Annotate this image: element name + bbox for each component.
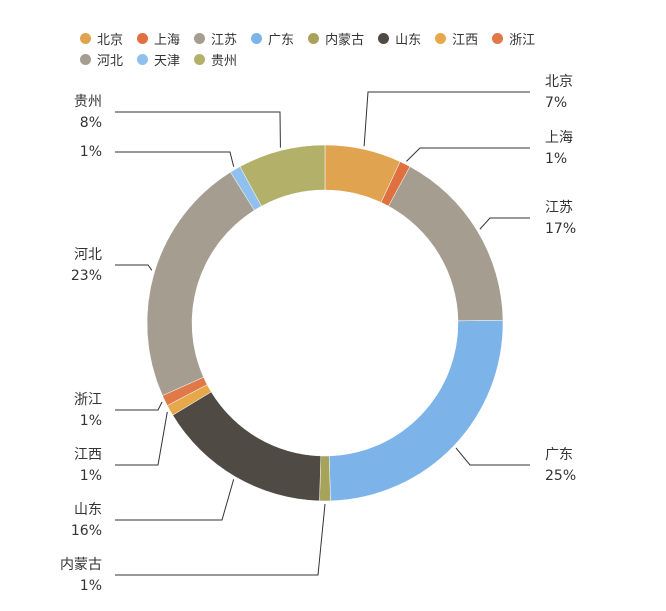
legend-item: 贵州 [194, 51, 238, 69]
legend-label: 山东 [395, 32, 422, 48]
legend-swatch [378, 32, 390, 44]
legend-item: 山东 [378, 30, 422, 48]
legend-item: 上海 [137, 30, 181, 48]
leader-line [115, 401, 163, 411]
donut-segment [239, 144, 326, 207]
legend-label: 北京 [97, 32, 124, 48]
legend-swatch [80, 32, 91, 44]
legend-label: 江苏 [211, 32, 238, 48]
value-label: 23% [71, 268, 102, 284]
value-label: 1% [545, 151, 567, 167]
leader-line [406, 147, 530, 162]
leader-line [363, 91, 530, 147]
legend-label: 江西 [452, 32, 479, 48]
value-label: 17% [545, 221, 576, 237]
legend-item: 浙江 [492, 30, 536, 48]
legend-swatch [80, 53, 91, 65]
leader-line [115, 503, 326, 576]
donut-segment [172, 391, 322, 502]
leader-line [115, 111, 281, 148]
value-label: 1% [80, 578, 102, 594]
legend-label: 上海 [154, 32, 181, 48]
leader-line [115, 264, 153, 271]
slice-label: 内蒙古 [60, 557, 102, 573]
value-label: 1% [80, 413, 102, 429]
slice-label: 山东 [74, 502, 102, 518]
slice-label: 北京 [545, 74, 573, 90]
legend-swatch [435, 32, 447, 44]
slice-label: 广东 [545, 447, 573, 463]
leader-line [115, 411, 168, 466]
leader-line [115, 151, 235, 167]
donut-segment [328, 319, 504, 502]
slice-label: 江西 [74, 447, 102, 463]
legend-item: 广东 [251, 30, 295, 48]
value-label: 1% [80, 468, 102, 484]
value-label: 7% [545, 95, 567, 111]
legend-item: 江西 [435, 30, 479, 48]
leader-line [115, 479, 235, 521]
legend-item: 内蒙古 [308, 30, 365, 48]
slice-label: 贵州 [74, 94, 102, 110]
value-label: 16% [71, 523, 102, 539]
legend-item: 江苏 [194, 30, 238, 48]
legend-label: 天津 [154, 53, 181, 69]
value-label: 25% [545, 468, 576, 484]
legend-item: 河北 [80, 51, 124, 69]
slice-label: 浙江 [74, 392, 102, 408]
legend-swatch [308, 32, 320, 44]
donut-segment [319, 455, 331, 502]
slice-label: 江苏 [545, 200, 573, 216]
value-label: 8% [80, 115, 102, 131]
legend-item: 天津 [137, 51, 181, 69]
leader-line [455, 447, 530, 466]
legend-swatch [194, 32, 206, 44]
legend-swatch [251, 32, 263, 44]
leader-line [479, 217, 530, 230]
legend-label: 贵州 [211, 53, 238, 69]
value-label: 1% [80, 144, 102, 160]
legend-label: 浙江 [509, 32, 536, 48]
legend-swatch [137, 32, 149, 44]
donut-segment [146, 171, 255, 396]
legend-label: 内蒙古 [325, 32, 365, 48]
legend-label: 河北 [97, 53, 124, 69]
legend-swatch [194, 53, 206, 65]
donut-segment [388, 166, 504, 322]
slice-label: 上海 [545, 130, 573, 146]
legend: 北京 上海 江苏 广东 内蒙古 山东 江西 浙江河北 天津 贵州 [80, 30, 600, 72]
legend-label: 广东 [268, 32, 295, 48]
legend-swatch [137, 53, 149, 65]
legend-swatch [492, 32, 504, 44]
slice-label: 河北 [74, 247, 102, 263]
legend-item: 北京 [80, 30, 124, 48]
